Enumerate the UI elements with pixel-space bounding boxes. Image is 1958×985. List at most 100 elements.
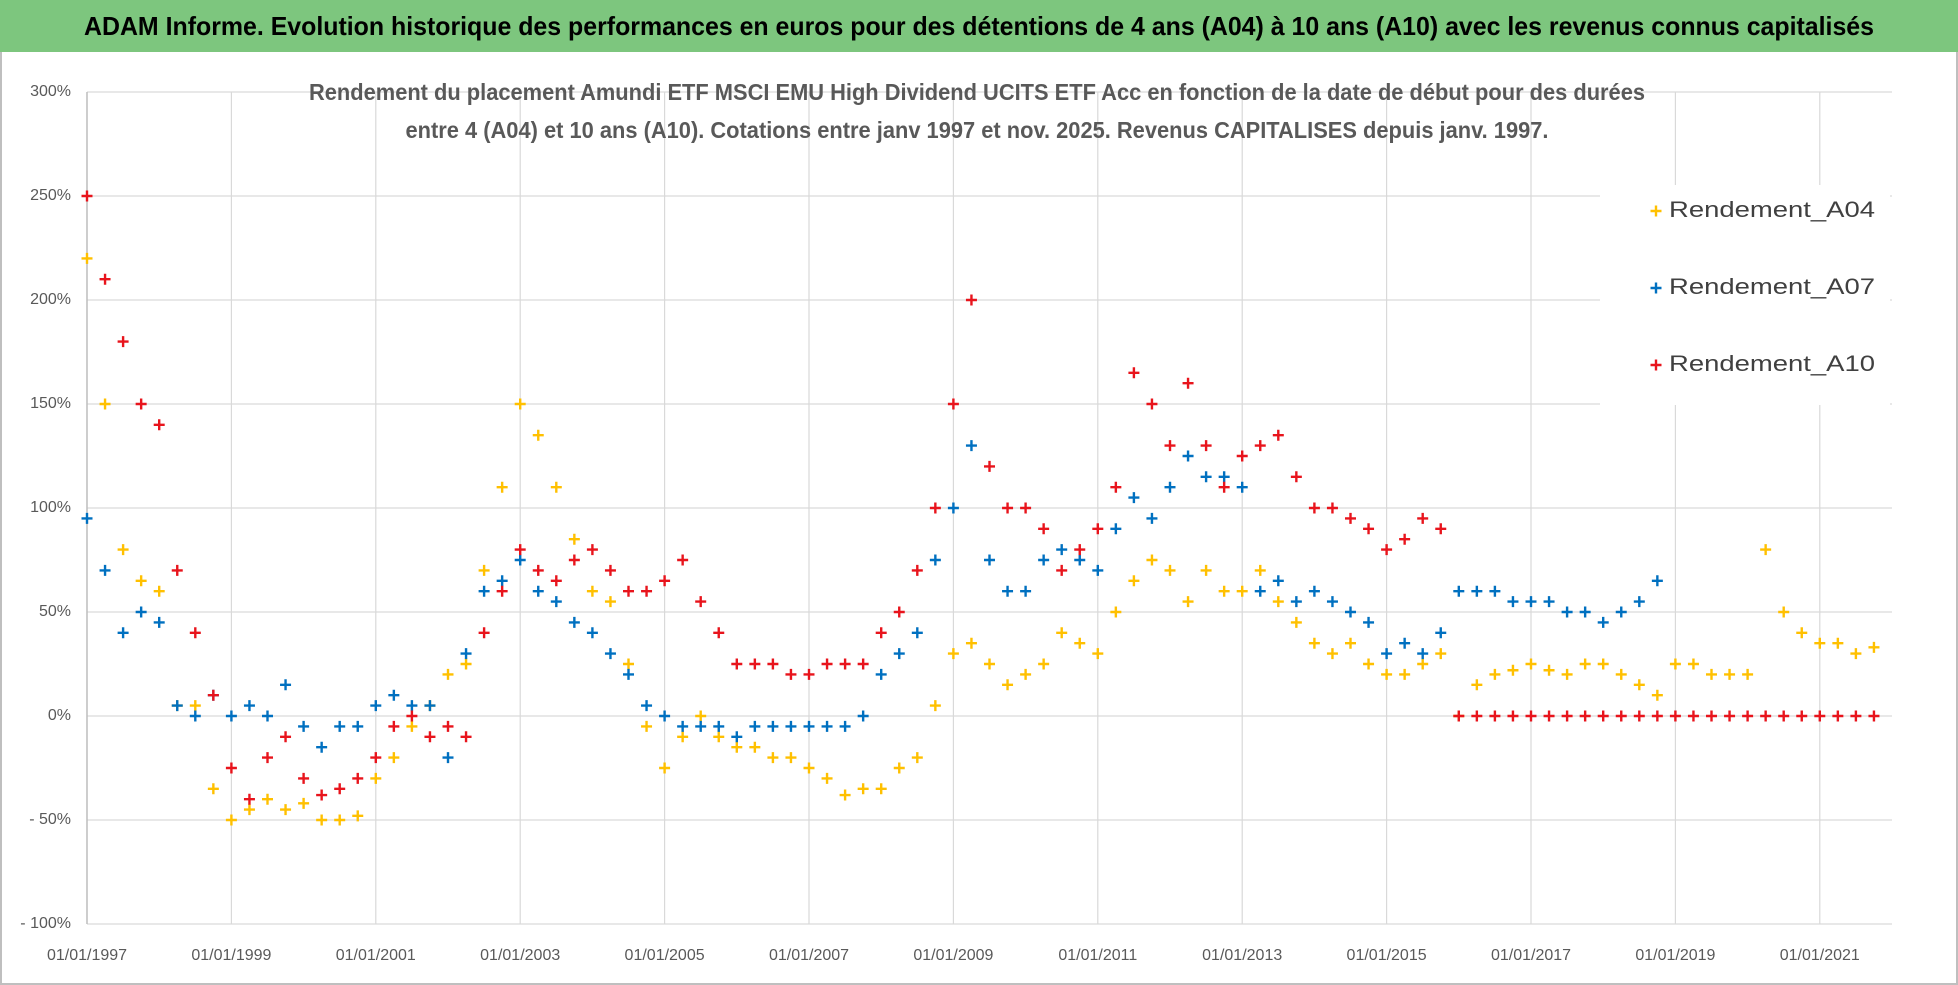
data-point bbox=[550, 596, 562, 608]
data-point bbox=[713, 627, 725, 639]
data-point bbox=[1453, 710, 1465, 722]
data-point bbox=[1056, 544, 1068, 556]
data-point bbox=[1832, 637, 1844, 649]
data-point bbox=[911, 752, 923, 764]
data-point bbox=[280, 679, 292, 691]
data-point bbox=[135, 575, 147, 587]
data-point bbox=[1742, 710, 1754, 722]
data-point bbox=[1020, 668, 1032, 680]
data-point bbox=[1651, 689, 1663, 701]
data-point bbox=[243, 700, 255, 712]
data-point bbox=[334, 720, 346, 732]
data-point bbox=[568, 533, 580, 545]
data-point bbox=[1146, 512, 1158, 524]
data-point bbox=[1110, 481, 1122, 493]
data-point bbox=[623, 668, 634, 680]
data-point bbox=[1435, 523, 1447, 535]
data-point bbox=[532, 564, 544, 576]
data-point bbox=[1669, 658, 1681, 670]
legend-box bbox=[1600, 185, 1890, 405]
y-tick-label: 300% bbox=[30, 83, 71, 100]
data-point bbox=[478, 564, 490, 576]
legend-marker bbox=[1650, 205, 1662, 217]
y-tick-label: 100% bbox=[30, 499, 71, 516]
data-point bbox=[496, 575, 508, 587]
data-point bbox=[1543, 596, 1555, 608]
data-point bbox=[496, 481, 508, 493]
data-point bbox=[460, 658, 472, 670]
data-point bbox=[298, 720, 310, 732]
data-point bbox=[370, 752, 382, 764]
data-point bbox=[1363, 616, 1375, 628]
data-point bbox=[965, 637, 977, 649]
data-point bbox=[893, 606, 905, 618]
data-point bbox=[1706, 668, 1717, 680]
data-point bbox=[1687, 658, 1699, 670]
data-point bbox=[1832, 710, 1844, 722]
data-point bbox=[1399, 668, 1411, 680]
data-point bbox=[1850, 648, 1862, 660]
data-point bbox=[839, 720, 851, 732]
data-point bbox=[135, 398, 147, 410]
data-point bbox=[695, 710, 707, 722]
data-point bbox=[298, 772, 310, 784]
data-point bbox=[1561, 668, 1573, 680]
x-tick-label: 01/01/1999 bbox=[191, 947, 271, 964]
data-point bbox=[641, 720, 653, 732]
data-point bbox=[1417, 658, 1429, 670]
grid: - 100% - 50% 0% 50% 100% 150% 200% 250% 300% 01/0… bbox=[20, 83, 1892, 964]
data-point bbox=[334, 783, 346, 795]
data-point bbox=[1561, 710, 1573, 722]
data-point bbox=[352, 772, 364, 784]
data-point bbox=[1814, 710, 1826, 722]
data-point bbox=[857, 710, 869, 722]
data-point bbox=[1597, 710, 1609, 722]
data-point bbox=[731, 658, 743, 670]
data-point bbox=[298, 797, 310, 809]
data-point bbox=[1200, 440, 1212, 452]
data-point bbox=[442, 720, 454, 732]
data-point bbox=[821, 772, 833, 784]
data-point bbox=[117, 336, 129, 348]
data-point bbox=[406, 720, 418, 732]
data-point bbox=[1254, 564, 1266, 576]
data-point bbox=[1814, 637, 1826, 649]
data-point bbox=[1236, 450, 1248, 462]
data-point bbox=[225, 710, 237, 722]
data-point bbox=[1146, 398, 1158, 410]
data-point bbox=[785, 668, 797, 680]
data-point bbox=[1110, 606, 1122, 618]
data-point bbox=[1417, 512, 1429, 524]
data-point bbox=[442, 668, 454, 680]
chart-title: Rendement du placement Amundi ETF MSCI E… bbox=[309, 79, 1645, 143]
data-point bbox=[1218, 481, 1230, 493]
data-point bbox=[1056, 564, 1068, 576]
data-point bbox=[388, 752, 400, 764]
data-point bbox=[893, 648, 905, 660]
data-point bbox=[1182, 377, 1194, 389]
data-point bbox=[1525, 710, 1537, 722]
x-tick-label: 01/01/1997 bbox=[47, 947, 127, 964]
data-point bbox=[929, 554, 941, 566]
data-point bbox=[1796, 627, 1808, 639]
data-point bbox=[604, 648, 616, 660]
data-point bbox=[857, 658, 869, 670]
chart-title-line: Rendement du placement Amundi ETF MSCI E… bbox=[309, 79, 1645, 105]
data-point bbox=[984, 554, 995, 566]
x-tick-label: 01/01/2019 bbox=[1635, 947, 1715, 964]
x-tick-label: 01/01/2005 bbox=[625, 947, 705, 964]
data-point bbox=[1724, 710, 1736, 722]
x-tick-label: 01/01/2001 bbox=[336, 947, 416, 964]
data-point bbox=[1272, 429, 1284, 441]
x-tick-label: 01/01/2011 bbox=[1058, 947, 1137, 964]
data-point bbox=[1742, 668, 1754, 680]
data-point bbox=[1092, 648, 1104, 660]
data-point bbox=[1218, 471, 1230, 483]
data-point bbox=[1489, 710, 1501, 722]
x-tick-label: 01/01/2013 bbox=[1202, 947, 1282, 964]
data-point bbox=[262, 752, 273, 764]
data-point bbox=[153, 585, 165, 597]
data-point bbox=[1381, 668, 1393, 680]
data-point bbox=[243, 793, 255, 805]
